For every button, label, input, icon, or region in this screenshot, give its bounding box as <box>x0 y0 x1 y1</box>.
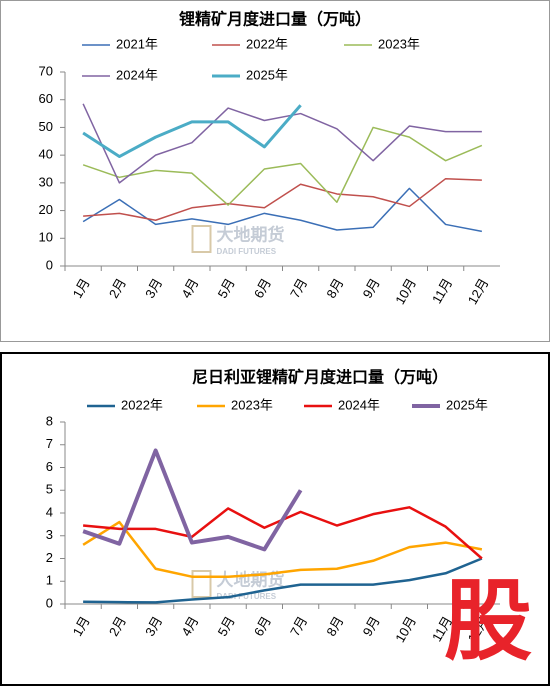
series-line <box>82 103 482 184</box>
panel-frame <box>0 0 550 342</box>
legend-label: 2023年 <box>378 36 420 51</box>
y-tick-label: 10 <box>39 230 53 245</box>
watermark-sub: DADI FUTURES <box>217 247 277 256</box>
legend-label: 2024年 <box>338 397 380 412</box>
legend-label: 2025年 <box>446 397 488 412</box>
y-tick-label: 70 <box>39 63 53 78</box>
y-tick-label: 4 <box>46 504 53 519</box>
y-tick-label: 40 <box>39 147 53 162</box>
series-line <box>83 177 482 222</box>
y-tick-label: 50 <box>39 119 53 134</box>
legend-label: 2022年 <box>246 36 288 51</box>
y-tick-label: 6 <box>46 459 53 474</box>
panel-frame <box>0 352 550 686</box>
series-line <box>82 520 483 578</box>
watermark-sub: DADI FUTURES <box>217 592 277 601</box>
watermark: 大地期货 <box>217 224 285 244</box>
badge: 股 <box>444 571 532 670</box>
legend-label: 2024年 <box>116 67 158 82</box>
series-line <box>82 126 483 206</box>
legend-label: 2021年 <box>116 36 158 51</box>
legend-label: 2022年 <box>121 397 163 412</box>
y-tick-label: 8 <box>46 413 53 428</box>
y-tick-label: 20 <box>39 202 53 217</box>
watermark-logo <box>191 225 212 253</box>
y-tick-label: 7 <box>46 436 53 451</box>
chart-title: 尼日利亚锂精矿月度进口量（万吨） <box>192 368 448 387</box>
watermark-logo <box>191 570 212 598</box>
y-tick-label: 3 <box>46 527 53 542</box>
y-tick-label: 1 <box>46 573 53 588</box>
legend-label: 2023年 <box>231 397 273 412</box>
y-tick-label: 0 <box>46 595 53 610</box>
series-line <box>83 557 483 604</box>
y-tick-label: 2 <box>46 550 53 565</box>
chart-title: 锂精矿月度进口量（万吨） <box>179 10 371 29</box>
y-tick-label: 60 <box>39 91 53 106</box>
series-line <box>82 448 303 552</box>
legend-label: 2025年 <box>246 67 288 82</box>
series-line <box>82 104 302 159</box>
y-tick-label: 0 <box>46 257 53 272</box>
y-tick-label: 30 <box>39 174 53 189</box>
series-line <box>82 187 483 233</box>
y-tick-label: 5 <box>46 482 53 497</box>
